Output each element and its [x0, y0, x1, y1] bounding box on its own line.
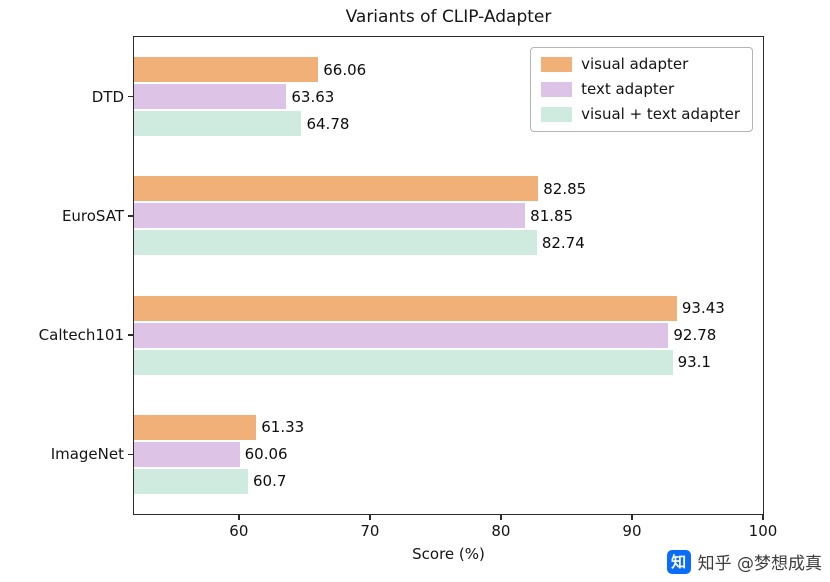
x-tick-label: 90: [622, 522, 642, 540]
x-tick-mark: [369, 515, 371, 520]
x-tick-label: 60: [229, 522, 249, 540]
legend-swatch-visual-text-adapter: [541, 107, 573, 122]
watermark-text: 知乎 @梦想成真: [697, 554, 822, 574]
legend-swatch-visual-adapter: [541, 57, 573, 72]
legend-label: text adapter: [581, 80, 675, 98]
x-tick-mark: [238, 515, 240, 520]
legend-entry-text-adapter: text adapter: [541, 81, 740, 98]
y-tick-mark: [127, 215, 133, 217]
bar-eurosat-0: [134, 176, 539, 202]
legend-entry-visual-text-adapter: visual + text adapter: [541, 106, 740, 123]
bar-value-label: 82.74: [541, 233, 585, 252]
y-tick-mark: [127, 334, 133, 336]
bar-imagenet-1: [134, 441, 240, 467]
legend-swatch-text-adapter: [541, 82, 573, 97]
y-axis-label-imagenet: ImageNet: [50, 445, 124, 464]
bar-value-label: 93.43: [681, 299, 725, 318]
bar-eurosat-1: [134, 203, 526, 229]
bar-value-label: 61.33: [261, 418, 305, 437]
y-axis-label-eurosat: EuroSAT: [61, 206, 124, 225]
legend: visual adapter text adapter visual + tex…: [530, 47, 753, 132]
x-tick-mark: [500, 515, 502, 520]
bar-dtd-2: [134, 111, 302, 137]
bar-dtd-0: [134, 57, 319, 83]
legend-label: visual + text adapter: [581, 105, 740, 123]
x-tick-label: 80: [491, 522, 511, 540]
y-axis-label-dtd: DTD: [91, 87, 124, 106]
bar-eurosat-2: [134, 230, 537, 256]
bar-value-label: 66.06: [323, 60, 367, 79]
zhihu-logo-icon: 知: [666, 549, 691, 574]
y-tick-mark: [127, 95, 133, 98]
bar-value-label: 60.7: [253, 472, 287, 491]
bar-imagenet-0: [134, 414, 257, 440]
plot-area: visual adapter text adapter visual + tex…: [39, 36, 777, 563]
bar-value-label: 82.85: [543, 179, 587, 198]
legend-entry-visual-adapter: visual adapter: [541, 56, 740, 73]
x-tick-label: 100: [748, 522, 778, 540]
watermark: 知 知乎 @梦想成真: [666, 549, 822, 574]
bar-value-label: 81.85: [530, 206, 574, 225]
y-tick-mark: [127, 453, 133, 456]
x-tick-mark: [762, 515, 764, 520]
y-axis-label-caltech101: Caltech101: [38, 326, 124, 345]
bar-caltech101-2: [134, 349, 673, 375]
bar-value-label: 63.63: [291, 87, 335, 106]
bar-caltech101-0: [134, 295, 677, 321]
bar-value-label: 60.06: [244, 445, 288, 464]
x-tick-mark: [631, 515, 633, 520]
bar-imagenet-2: [134, 468, 248, 494]
bar-dtd-1: [134, 84, 287, 110]
x-axis-title: Score (%): [412, 545, 485, 563]
x-tick-label: 70: [360, 522, 380, 540]
bar-caltech101-1: [134, 322, 669, 348]
legend-label: visual adapter: [581, 55, 689, 73]
chart-title: Variants of CLIP-Adapter: [345, 7, 552, 27]
bar-value-label: 93.1: [677, 353, 711, 372]
bar-value-label: 92.78: [673, 326, 717, 345]
bar-value-label: 64.78: [306, 114, 350, 133]
